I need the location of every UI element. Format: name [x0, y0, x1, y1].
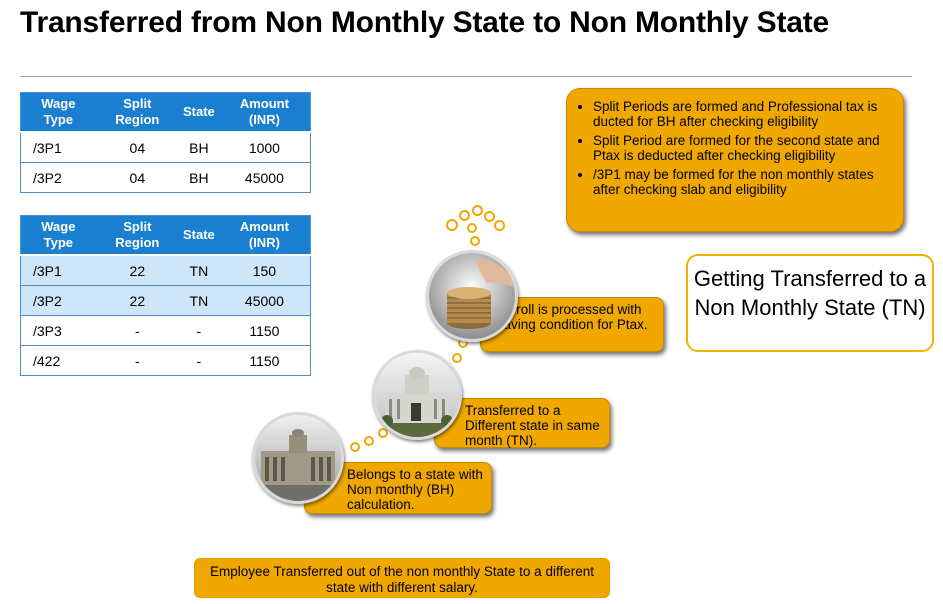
bubble-dot	[472, 205, 483, 216]
cell-split-region: 22	[95, 285, 179, 316]
cell-split-region: 22	[95, 255, 179, 286]
table-row: /3P2 04 BH 45000	[20, 162, 311, 193]
column-header: State	[178, 92, 219, 133]
column-header: State	[178, 215, 219, 256]
table-header-row: Wage Type Split Region State Amount (INR…	[20, 215, 311, 256]
cell-state: TN	[178, 255, 219, 286]
cell-amount: 150	[218, 255, 311, 286]
cell-wage-type: /3P2	[20, 162, 96, 193]
note-item: /3P1 may be formed for the non monthly s…	[593, 167, 895, 197]
bubble-dot	[470, 236, 480, 246]
notes-list: Split Periods are formed and Professiona…	[567, 89, 903, 197]
table-row: /422 - - 1150	[20, 345, 311, 376]
cell-split-region: -	[95, 315, 179, 346]
slide-title: Transferred from Non Monthly State to No…	[20, 6, 830, 39]
cell-state: -	[178, 315, 219, 346]
cell-amount: 45000	[218, 285, 311, 316]
cell-split-region: -	[95, 345, 179, 376]
column-header: Amount (INR)	[218, 92, 311, 133]
state-building-image	[252, 412, 344, 504]
note-item: Split Period are formed for the second s…	[593, 133, 895, 163]
notes-box: Split Periods are formed and Professiona…	[566, 88, 904, 232]
coins-image	[426, 250, 518, 342]
building-icon	[375, 353, 459, 437]
column-header: Amount (INR)	[218, 215, 311, 256]
connector-dot	[364, 436, 374, 446]
column-header: Wage Type	[20, 215, 96, 256]
summary-note: Employee Transferred out of the non mont…	[194, 558, 610, 598]
column-header: Split Region	[95, 92, 179, 133]
table-row: /3P2 22 TN 45000	[20, 285, 311, 316]
note-item: Split Periods are formed and Professiona…	[593, 99, 895, 129]
cell-state: BH	[178, 162, 219, 193]
bubble-dot	[446, 219, 458, 231]
step-belongs-box: Belongs to a state with Non monthly (BH)…	[304, 462, 492, 514]
cell-split-region: 04	[95, 162, 179, 193]
step-transferred-box: Transferred to a Different state in same…	[434, 398, 610, 448]
cell-amount: 1000	[218, 132, 311, 163]
step-payroll-box: Payroll is processed with leaving condit…	[480, 297, 664, 352]
cell-wage-type: /3P1	[20, 132, 96, 163]
cell-split-region: 04	[95, 132, 179, 163]
connector-dot	[452, 353, 462, 363]
table-row: /3P1 22 TN 150	[20, 255, 311, 286]
connector-dot	[378, 428, 388, 438]
cell-amount: 1150	[218, 345, 311, 376]
bubble-dot	[459, 210, 470, 221]
bubble-dot	[484, 211, 495, 222]
table-row: /3P1 04 BH 1000	[20, 132, 311, 163]
cell-amount: 45000	[218, 162, 311, 193]
transfer-callout: Getting Transferred to a Non Monthly Sta…	[686, 254, 934, 352]
cell-wage-type: /3P2	[20, 285, 96, 316]
cell-wage-type: /3P3	[20, 315, 96, 346]
building-icon	[255, 415, 341, 501]
title-divider	[20, 76, 912, 77]
cell-state: BH	[178, 132, 219, 163]
cell-state: -	[178, 345, 219, 376]
cell-wage-type: /3P1	[20, 255, 96, 286]
column-header: Split Region	[95, 215, 179, 256]
coins-icon	[429, 253, 515, 339]
cell-amount: 1150	[218, 315, 311, 346]
wage-table-tn: Wage Type Split Region State Amount (INR…	[20, 215, 311, 376]
table-row: /3P3 - - 1150	[20, 315, 311, 346]
connector-dot	[350, 442, 360, 452]
wage-table-bh: Wage Type Split Region State Amount (INR…	[20, 92, 311, 193]
column-header: Wage Type	[20, 92, 96, 133]
cell-wage-type: /422	[20, 345, 96, 376]
bubble-dot	[494, 220, 505, 231]
cell-state: TN	[178, 285, 219, 316]
government-building-image	[372, 350, 462, 440]
table-header-row: Wage Type Split Region State Amount (INR…	[20, 92, 311, 133]
bubble-dot	[467, 223, 477, 233]
